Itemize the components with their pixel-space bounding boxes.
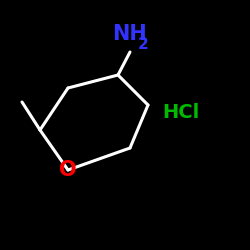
Text: HCl: HCl	[162, 102, 199, 122]
Text: NH: NH	[112, 24, 148, 44]
Text: 2: 2	[138, 37, 148, 52]
Text: O: O	[59, 160, 77, 180]
